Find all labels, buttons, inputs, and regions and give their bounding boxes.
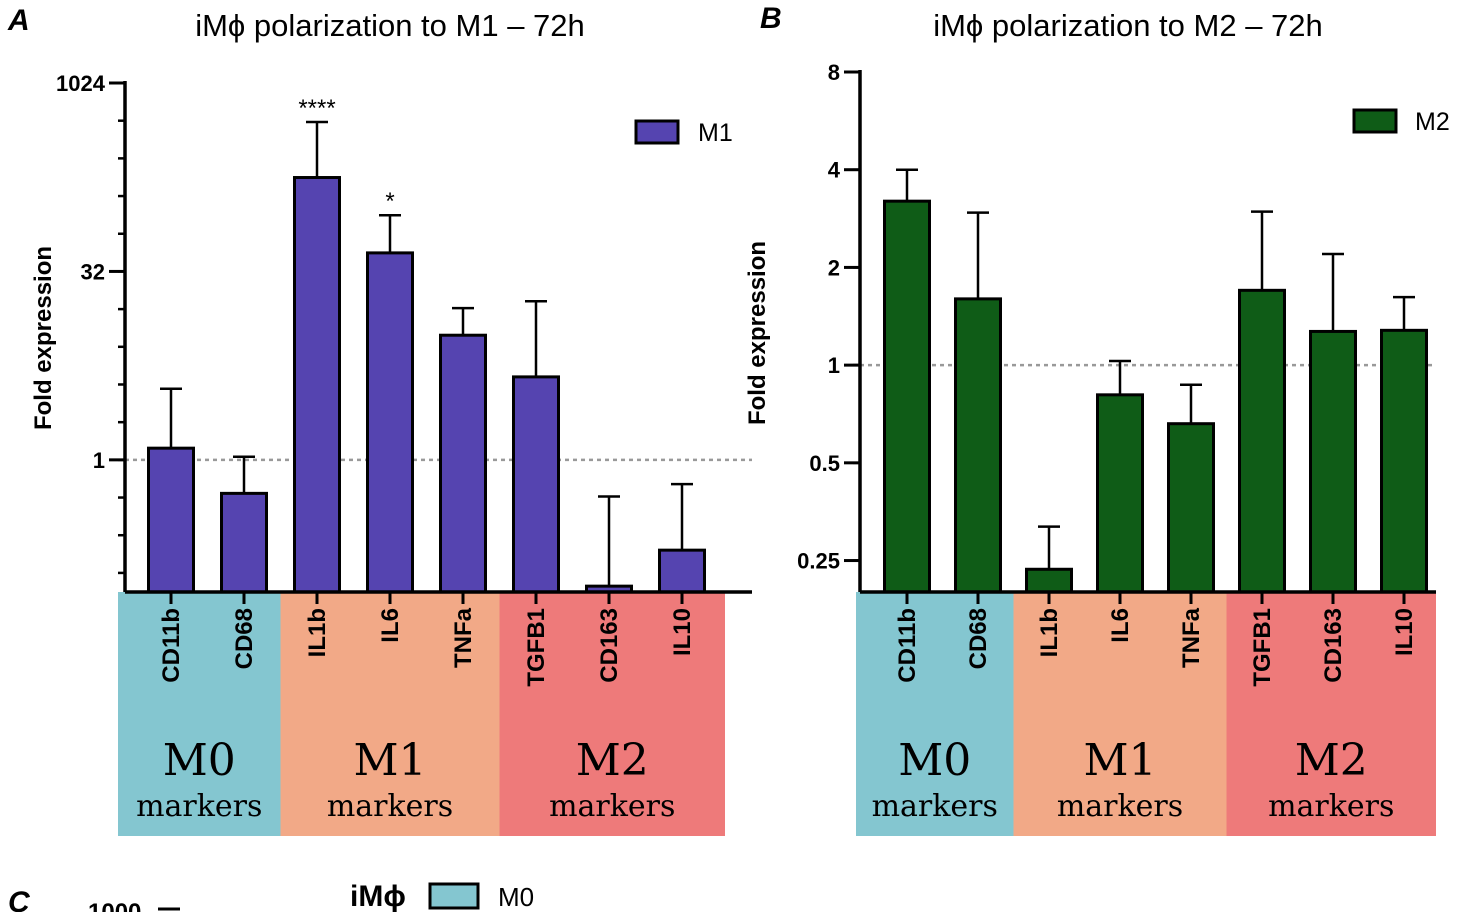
panel-b-band-sub: markers (1057, 789, 1183, 824)
panel-b-band-name: M2 (1295, 735, 1368, 786)
panel-b-plot: 8 4 2 1 0.5 0.25 CD11b CD68 IL1b IL6 TNFa TGFB1 CD16… (797, 60, 1450, 687)
panel-b-band-m2 (1226, 592, 1436, 836)
panel-a-xtick-label: CD68 (231, 608, 258, 669)
panel-b-xtick-label: IL1b (1036, 608, 1063, 657)
panel-c-axis-top-label: 1000 (88, 899, 141, 912)
panel-a-ytick-label: 1024 (56, 71, 106, 96)
panel-a-band-sub: markers (136, 789, 262, 824)
panel-b-ytick-label: 4 (828, 158, 841, 183)
panel-b-xtick-label: CD68 (965, 608, 992, 669)
panel-a-xtick-label: IL1b (304, 608, 331, 657)
panel-b-band-sub: markers (1268, 789, 1394, 824)
panel-b-band-name: M1 (1083, 735, 1156, 786)
panel-a-letter: A (7, 4, 30, 37)
panel-a-bar-tnfa (439, 333, 487, 594)
panel-b-bar-tgfb1 (1238, 288, 1286, 594)
panel-b-xtick-label: CD11b (894, 608, 921, 683)
panel-b-bar-il10 (1380, 328, 1428, 594)
panel-a-band-name: M0 (163, 735, 236, 786)
panel-b-ylabel: Fold expression (744, 241, 771, 425)
panel-b-xtick-label: CD163 (1320, 608, 1347, 683)
panel-b-bar-tnfa (1167, 422, 1215, 594)
panel-b-bar-cd68 (954, 297, 1002, 594)
panel-b-legend-swatch (1352, 108, 1398, 134)
panel-a-xtick-label: CD11b (158, 608, 185, 683)
panel-b-xtick-label: IL10 (1391, 608, 1418, 656)
panel-a-band-m1 (280, 592, 500, 836)
panel-b-bar-cd163 (1309, 329, 1357, 594)
panel-c: C 1000 iMϕ M0 (8, 880, 534, 912)
panel-c-letter: C (8, 886, 31, 912)
panel-a-band-m2 (499, 592, 725, 836)
panel-a-ytick-label: 1 (93, 448, 105, 473)
panel-b-band-m0 (856, 592, 1014, 836)
panel-b-band-sub: markers (872, 789, 998, 824)
panel-a-bar-tgfb1 (512, 375, 560, 594)
panel-b-xtick-label: TNFa (1178, 607, 1205, 668)
panel-b-ytick-label: 2 (828, 255, 840, 280)
panel-a-band-sub: markers (327, 789, 453, 824)
panel-b-ytick-label: 1 (828, 353, 840, 378)
panel-b-letter: B (760, 2, 782, 35)
panel-c-legend-title: iMϕ (350, 880, 406, 912)
panel-a-bar-cd11b (147, 446, 195, 594)
panel-c-legend-swatch (428, 882, 480, 910)
panel-a-bar-il10 (658, 548, 706, 594)
panel-b-xtick-label: IL6 (1107, 608, 1134, 643)
panel-a-band-sub: markers (549, 789, 675, 824)
panel-a-bar-il1b (293, 176, 341, 594)
panel-a-xtick-label: IL10 (669, 608, 696, 656)
panel-b-band-name: M0 (898, 735, 971, 786)
panel-a-band-m0 (118, 592, 281, 836)
panel-b: B iMϕ polarization to M2 – 72h Fold expr… (744, 2, 1450, 836)
panel-b-title: iMϕ polarization to M2 – 72h (933, 8, 1323, 43)
panel-a-xtick-label: TNFa (450, 607, 477, 668)
panel-a-ytick-label: 32 (81, 259, 105, 284)
panel-a-bar-il6 (366, 251, 414, 594)
panel-a-xtick-label: TGFB1 (523, 608, 550, 687)
panel-a-bar-cd68 (220, 491, 268, 594)
panel-a-xtick-label: CD163 (596, 608, 623, 683)
panel-b-band-m1 (1013, 592, 1227, 836)
panel-a-band-name: M2 (576, 735, 649, 786)
panel-b-ytick-label: 8 (828, 60, 840, 85)
panel-b-xtick-label: TGFB1 (1249, 608, 1276, 687)
panel-a: A iMϕ polarization to M1 – 72h Fold expr… (7, 4, 752, 836)
panel-a-legend-swatch (634, 119, 680, 145)
panel-a-ylabel: Fold expression (30, 246, 57, 430)
panel-a-significance: * (385, 188, 394, 215)
panel-a-xtick-label: IL6 (377, 608, 404, 643)
panel-c-legend-label: M0 (498, 882, 534, 912)
panel-b-bar-il6 (1096, 393, 1144, 594)
panel-b-ytick-label: 0.5 (809, 451, 840, 476)
panel-b-legend-label: M2 (1415, 108, 1450, 136)
panel-a-band-name: M1 (353, 735, 426, 786)
panel-b-ytick-label: 0.25 (797, 549, 840, 574)
panel-a-legend-label: M1 (698, 119, 733, 147)
panel-b-bar-cd11b (883, 199, 931, 594)
panel-a-title: iMϕ polarization to M1 – 72h (195, 8, 585, 43)
panel-b-bar-il1b (1025, 567, 1073, 594)
panel-a-significance: **** (298, 95, 335, 122)
